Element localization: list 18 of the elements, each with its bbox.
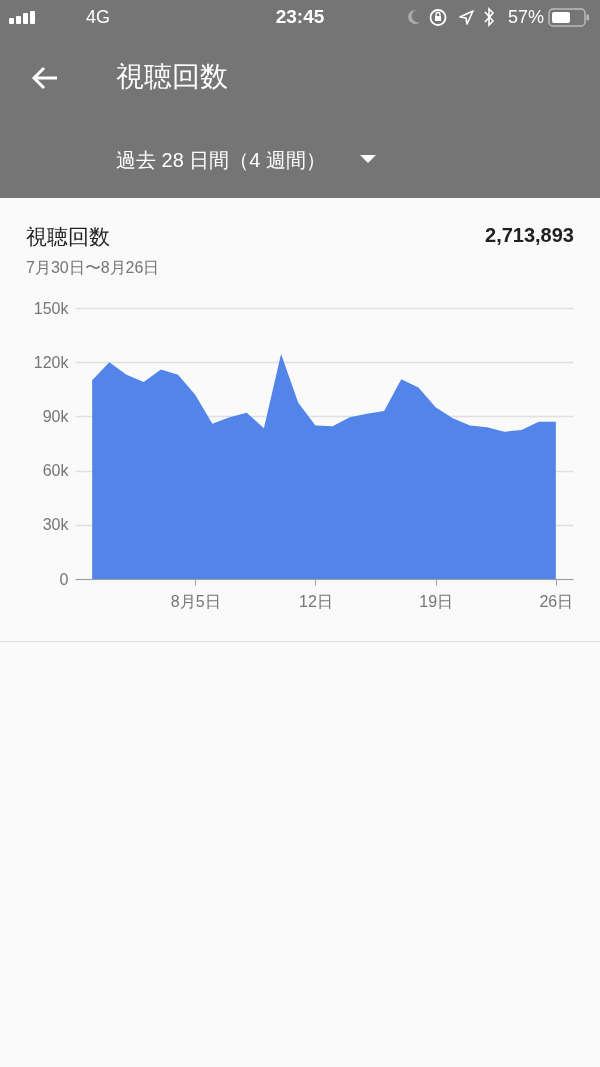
text: 57% (507, 7, 544, 28)
text: 2,713,893 (485, 224, 574, 247)
y-tick-label: 120k (33, 353, 70, 371)
text: 視聴回数 (116, 60, 228, 94)
x-tick-label: 8月5日 (170, 592, 221, 610)
y-tick-label: 60k (42, 462, 70, 480)
x-tick-label: 26日 (539, 592, 574, 610)
y-tick-label: 0 (59, 570, 69, 588)
x-tick-label: 19日 (419, 592, 454, 610)
text: 過去 28 日間（4 週間） (116, 148, 327, 173)
chart-subtitle: 7月30日〜8月26日 (26, 258, 160, 278)
y-tick-label: 150k (33, 299, 70, 317)
text: 23:45 (275, 6, 325, 27)
chart-title: 視聴回数 (26, 224, 110, 250)
x-tick-label: 12日 (299, 592, 333, 610)
y-tick-label: 90k (42, 407, 70, 425)
text: 4G (86, 7, 111, 28)
y-tick-label: 30k (42, 516, 70, 534)
